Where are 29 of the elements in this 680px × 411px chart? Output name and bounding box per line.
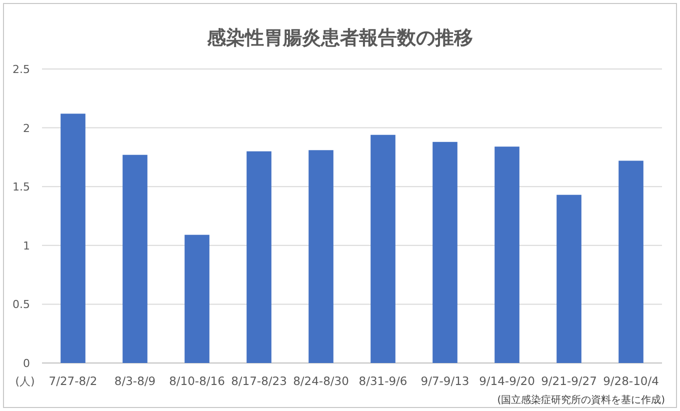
- x-tick-label: 8/31-9/6: [358, 374, 408, 388]
- y-axis-title: (人): [15, 375, 35, 388]
- x-tick-label: 7/27-8/2: [48, 374, 98, 388]
- x-tick-label: 9/21-9/27: [541, 374, 597, 388]
- y-tick-label: 1.5: [12, 180, 30, 194]
- x-tick-label: 8/24-8/30: [293, 374, 349, 388]
- y-tick-label: 1: [23, 239, 30, 252]
- x-tick-label: 9/14-9/20: [479, 374, 535, 388]
- x-tick-label: 8/3-8/9: [114, 374, 156, 388]
- bar: [246, 151, 272, 363]
- bar: [308, 150, 334, 363]
- bar: [184, 234, 210, 363]
- y-tick-label: 0: [23, 357, 30, 370]
- x-tick-label: 8/17-8/23: [231, 374, 287, 388]
- bar: [494, 146, 520, 363]
- y-tick-label: 2: [23, 122, 30, 135]
- bar: [618, 160, 644, 363]
- bar: [432, 142, 458, 363]
- x-tick-label: 9/28-10/4: [603, 374, 659, 388]
- bar: [122, 154, 148, 363]
- x-tick-label: 8/10-8/16: [169, 374, 225, 388]
- bar: [370, 134, 396, 363]
- chart-title: 感染性胃腸炎患者報告数の推移: [206, 27, 473, 49]
- text: (国立感染症研究所の資料を基に作成): [497, 394, 666, 406]
- bar: [556, 194, 582, 363]
- y-tick-label: 0.5: [12, 298, 30, 312]
- bar: [60, 114, 86, 363]
- x-tick-label: 9/7-9/13: [420, 374, 470, 388]
- y-tick-label: 2.5: [12, 63, 30, 76]
